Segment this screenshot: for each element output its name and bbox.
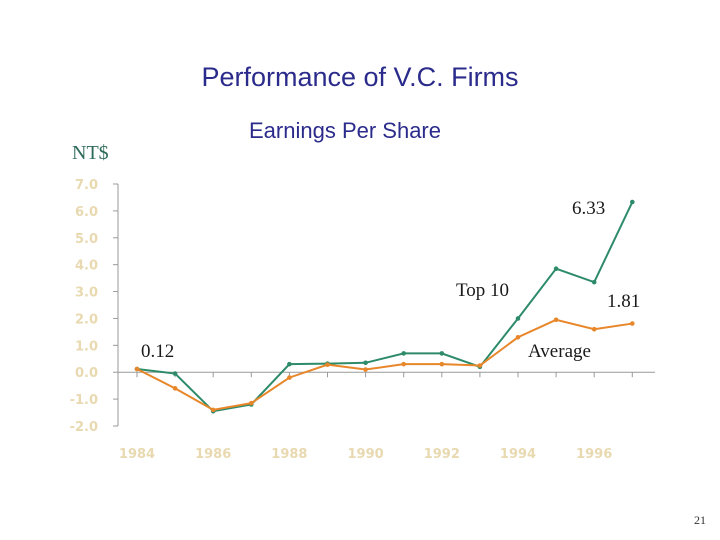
- data-point-average: [325, 362, 330, 367]
- chart-title: Performance of V.C. Firms: [201, 62, 519, 92]
- data-point-average: [210, 407, 216, 413]
- data-point-average: [249, 400, 254, 406]
- data-point-top-10: [630, 199, 635, 205]
- annotation-label: 6.33: [572, 198, 605, 219]
- y-tick-label: 5.0: [75, 232, 98, 247]
- data-point-average: [439, 361, 445, 367]
- data-point-average: [477, 363, 483, 368]
- x-tick-label: 1988: [271, 447, 307, 462]
- data-point-average: [287, 375, 292, 380]
- x-tick-label: 1990: [348, 447, 384, 462]
- y-tick-label: 1.0: [75, 339, 98, 354]
- annotation-label: Average: [528, 341, 591, 362]
- y-tick-label: 4.0: [75, 259, 98, 274]
- data-point-top-10: [401, 351, 407, 356]
- series-line-average: [136, 318, 633, 411]
- y-tick-label: 6.0: [75, 205, 98, 220]
- annotation-label: 1.81: [607, 291, 640, 312]
- x-tick-label: 1994: [500, 447, 536, 462]
- y-tick-label: 2.0: [75, 312, 98, 327]
- y-axis-unit-label: NT$: [72, 142, 109, 164]
- data-point-average: [591, 326, 597, 332]
- page-number: 21: [694, 513, 706, 527]
- data-point-average: [363, 367, 368, 372]
- annotation-label: Top 10: [456, 280, 509, 301]
- data-point-average: [553, 317, 559, 323]
- y-tick-label: 7.0: [75, 178, 98, 193]
- series-line-top-10: [136, 201, 634, 413]
- data-point-average: [630, 321, 635, 326]
- data-point-top-10: [363, 360, 368, 366]
- chart-subtitle: Earnings Per Share: [249, 118, 441, 143]
- x-tick-label: 1992: [424, 447, 460, 462]
- data-point-average: [172, 386, 178, 391]
- y-tick-label: 3.0: [75, 286, 98, 301]
- y-tick-label: 0.0: [75, 366, 98, 381]
- data-point-top-10: [515, 316, 521, 321]
- x-tick-label: 1984: [119, 447, 155, 462]
- data-point-top-10: [439, 351, 445, 356]
- y-tick-label: -1.0: [70, 393, 98, 408]
- x-tick-label: 1996: [576, 447, 612, 462]
- annotation-label: 0.12: [141, 341, 174, 362]
- y-tick-label: -2.0: [70, 420, 98, 435]
- data-point-top-10: [287, 361, 292, 367]
- data-point-average: [134, 366, 140, 372]
- data-point-average: [401, 361, 407, 367]
- data-point-top-10: [553, 266, 559, 272]
- data-point-top-10: [172, 371, 178, 376]
- x-tick-label: 1986: [195, 447, 231, 462]
- data-point-average: [515, 334, 521, 340]
- data-point-top-10: [591, 279, 597, 285]
